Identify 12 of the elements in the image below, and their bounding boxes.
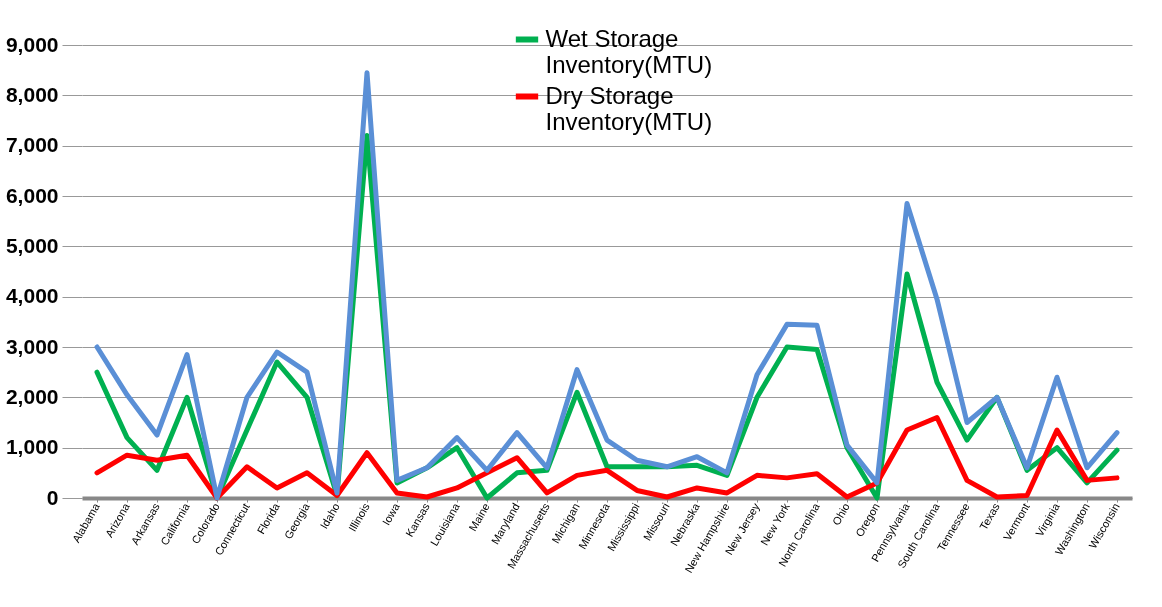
y-tick-label: 8,000 <box>5 82 59 106</box>
y-tick-label: 0 <box>46 485 59 509</box>
y-tick-label: 4,000 <box>5 284 59 308</box>
legend-label: Wet Storage Inventory(MTU) <box>545 24 713 78</box>
y-tick-label: 9,000 <box>5 32 59 56</box>
y-tick-label: 6,000 <box>5 183 59 207</box>
y-tick-label: 5,000 <box>5 233 59 257</box>
y-tick-label: 3,000 <box>5 334 59 358</box>
legend-label: Dry Storage Inventory(MTU) <box>545 81 713 135</box>
y-tick-label: 1,000 <box>5 435 59 459</box>
y-tick-label: 2,000 <box>5 384 59 408</box>
y-tick-label: 7,000 <box>5 133 59 157</box>
